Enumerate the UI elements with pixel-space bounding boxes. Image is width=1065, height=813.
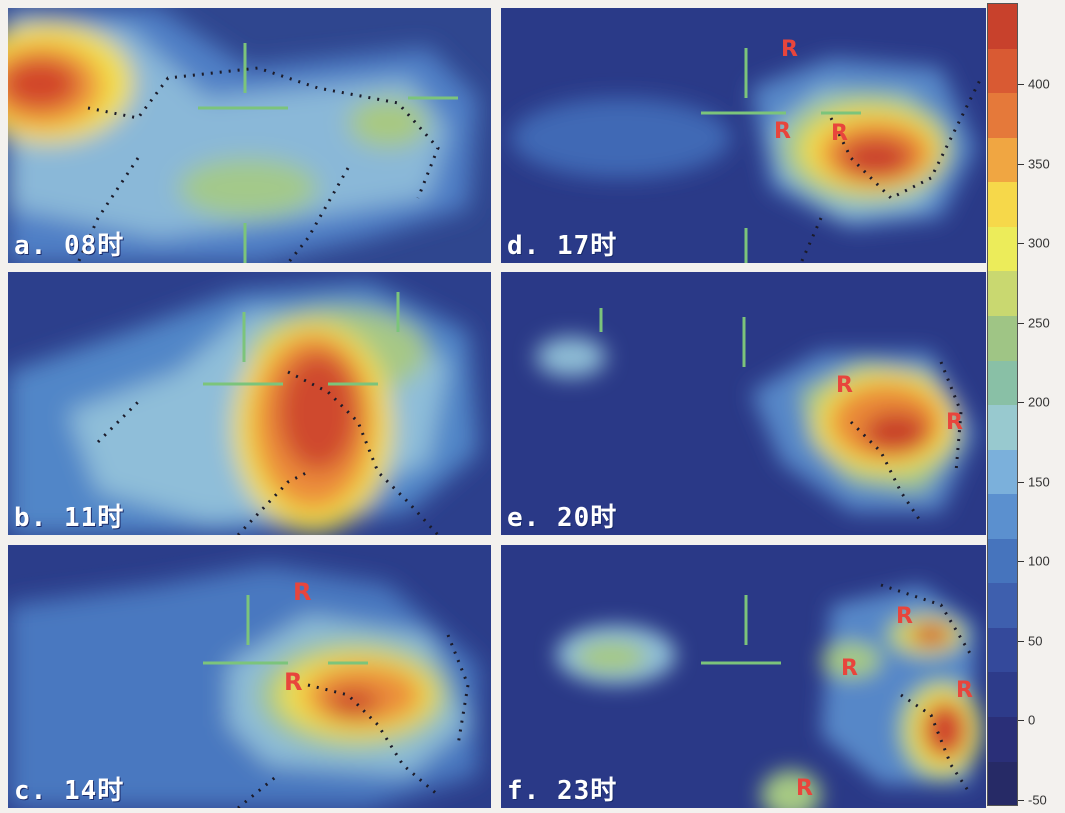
panel-b-field <box>8 272 491 535</box>
colorbar-tick-mark <box>1018 800 1024 801</box>
colorbar-segment <box>988 4 1018 49</box>
panel-c-label: c. 14时 <box>14 776 125 806</box>
colorbar-segment <box>988 315 1018 361</box>
colorbar-tick-mark <box>1018 243 1024 245</box>
panel-d-field: R R R <box>501 8 986 263</box>
panel-e-field: RR <box>501 272 986 535</box>
svg-text:R: R <box>956 678 973 703</box>
svg-text:R: R <box>946 410 963 435</box>
colorbar-segment <box>988 271 1018 316</box>
colorbar-tick-mark <box>1018 163 1024 165</box>
colorbar-segment <box>988 538 1018 584</box>
colorbar-segment <box>988 583 1018 628</box>
colorbar-segment <box>988 761 1018 807</box>
svg-text:R: R <box>293 578 311 606</box>
panel-f-field: R R R R <box>501 545 986 808</box>
panel-f: R R R R f. 23时 <box>501 545 986 808</box>
colorbar-tick-label: 200 <box>1028 394 1050 410</box>
svg-text:R: R <box>896 604 913 629</box>
panel-c-field: RR <box>8 545 491 808</box>
colorbar-segment <box>988 405 1018 450</box>
colorbar-segment <box>988 627 1018 673</box>
colorbar-segment <box>988 48 1018 94</box>
svg-text:R: R <box>796 776 813 801</box>
svg-text:R: R <box>774 119 791 144</box>
panel-a-field <box>8 8 491 263</box>
panel-e-label: e. 20时 <box>507 503 618 533</box>
colorbar-tick-label: 350 <box>1028 156 1050 172</box>
colorbar-tick-label: -50 <box>1028 792 1047 808</box>
colorbar-tick-label: 100 <box>1028 553 1050 569</box>
svg-text:R: R <box>831 121 848 146</box>
colorbar-tick-label: 250 <box>1028 315 1050 331</box>
panel-a: a. 08时 <box>8 8 491 263</box>
colorbar-tick-label: 150 <box>1028 474 1050 490</box>
colorbar-segment <box>988 137 1018 183</box>
svg-text:R: R <box>836 373 853 398</box>
colorbar-segment <box>988 93 1018 138</box>
colorbar-tick-mark <box>1018 481 1024 483</box>
colorbar-tick-mark <box>1018 640 1024 642</box>
colorbar-segment <box>988 360 1018 406</box>
colorbar-segment <box>988 494 1018 539</box>
svg-text:R: R <box>284 668 302 696</box>
panel-a-label: a. 08时 <box>14 231 125 261</box>
colorbar-tick-mark <box>1018 402 1024 404</box>
colorbar <box>988 4 1018 807</box>
panel-b-label: b. 11时 <box>14 503 125 533</box>
colorbar-tick-label: 300 <box>1028 235 1050 251</box>
colorbar-tick-label: 50 <box>1028 633 1043 649</box>
colorbar-tick-mark <box>1018 720 1024 722</box>
panel-d-label: d. 17时 <box>507 231 618 261</box>
panel-b: b. 11时 <box>8 272 491 535</box>
svg-text:R: R <box>841 656 858 681</box>
panel-f-label: f. 23时 <box>507 776 618 806</box>
colorbar-segment <box>988 672 1018 717</box>
colorbar-tick-label: 400 <box>1028 76 1050 92</box>
colorbar-segment <box>988 226 1018 272</box>
colorbar-segment <box>988 449 1018 495</box>
panel-d: R R R d. 17时 <box>501 8 986 263</box>
colorbar-segment <box>988 182 1018 227</box>
colorbar-tick-mark <box>1018 322 1024 324</box>
colorbar-tick-label: 0 <box>1028 712 1036 728</box>
colorbar-tick-mark <box>1018 84 1024 85</box>
svg-text:R: R <box>781 37 798 62</box>
colorbar-tick-mark <box>1018 561 1024 563</box>
colorbar-segment <box>988 717 1018 762</box>
